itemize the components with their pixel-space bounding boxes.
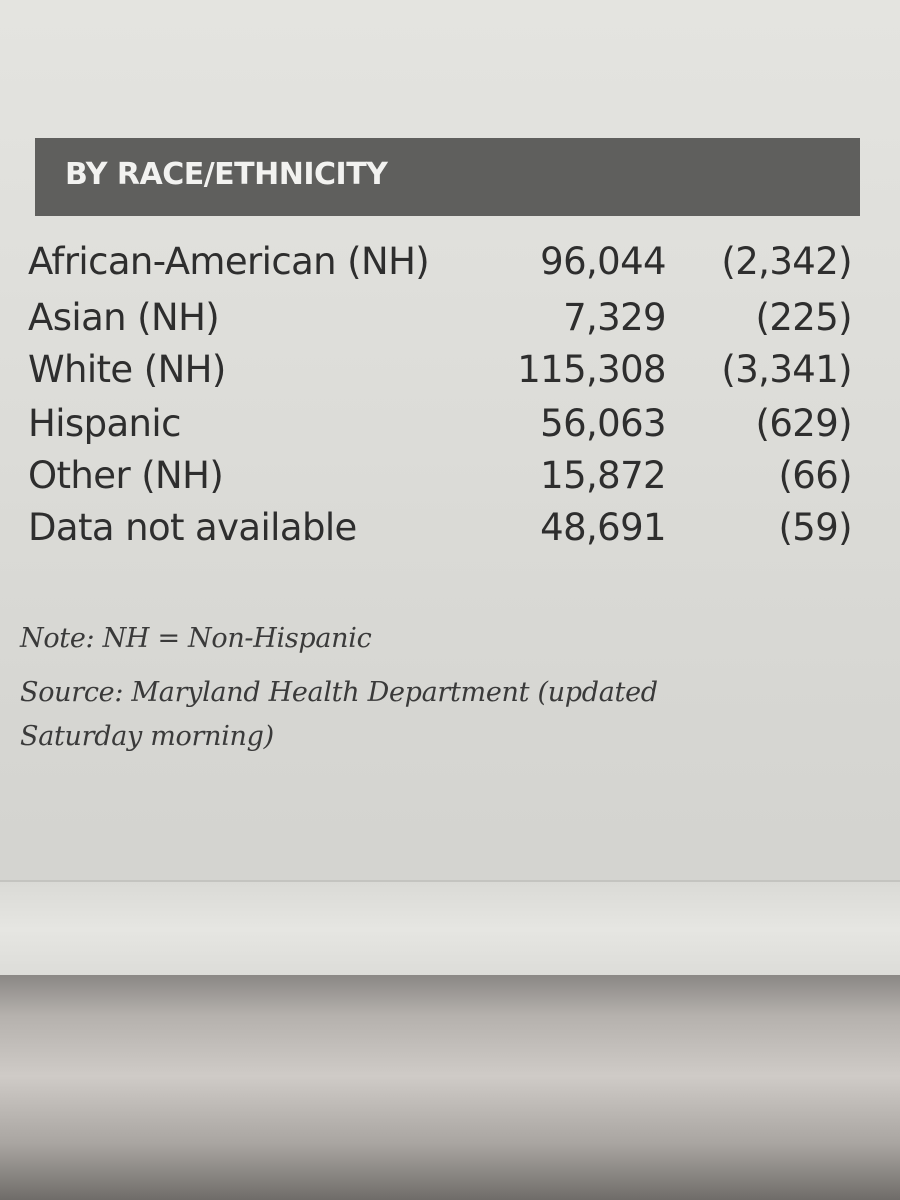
source-text-line1: Source: Maryland Health Department (upda… [20,677,658,708]
row-cases: 115,308 [517,348,666,391]
row-cases: 7,329 [563,296,667,339]
table-row: Hispanic 56,063 (629) [0,398,900,450]
row-label: Data not available [28,506,357,549]
row-deaths: (66) [778,454,852,497]
row-label: Hispanic [28,402,181,445]
section-title: BY RACE/ETHNICITY [65,157,388,192]
table-row: Asian (NH) 7,329 (225) [0,292,900,344]
note-text: Note: NH = Non-Hispanic [20,623,372,654]
paper-fold [0,880,900,977]
row-deaths: (3,341) [721,348,852,391]
row-cases: 48,691 [540,506,666,549]
row-deaths: (2,342) [721,240,852,283]
table-surface [0,975,900,1200]
row-cases: 15,872 [540,454,666,497]
row-label: White (NH) [28,348,226,391]
row-label: African-American (NH) [28,240,430,283]
source-text-line2: Saturday morning) [20,721,274,752]
row-deaths: (629) [755,402,853,445]
section-header: BY RACE/ETHNICITY [35,138,860,216]
footnotes: Note: NH = Non-Hispanic Source: Maryland… [20,612,880,764]
table-row: Data not available 48,691 (59) [0,502,900,554]
row-deaths: (225) [755,296,853,339]
row-label: Asian (NH) [28,296,220,339]
table-row: Other (NH) 15,872 (66) [0,450,900,502]
row-cases: 96,044 [540,240,666,283]
table-row: African-American (NH) 96,044 (2,342) [0,236,900,288]
row-cases: 56,063 [540,402,666,445]
row-label: Other (NH) [28,454,224,497]
row-deaths: (59) [778,506,852,549]
table-row: White (NH) 115,308 (3,341) [0,344,900,396]
